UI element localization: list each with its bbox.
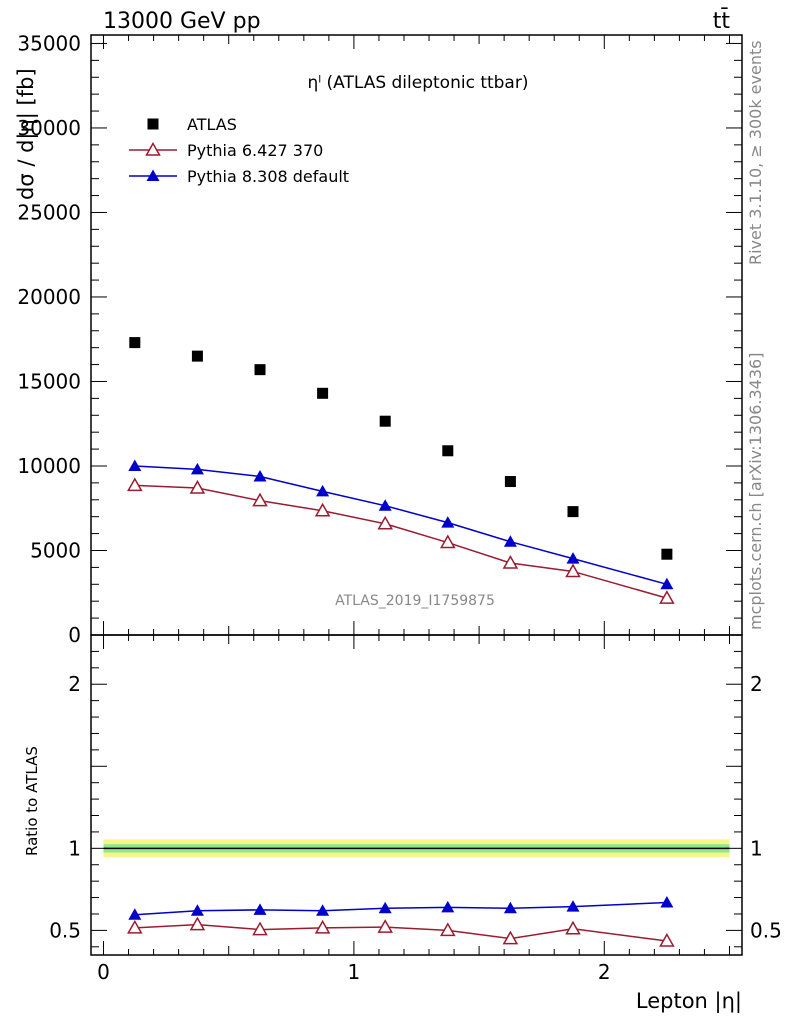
ratio-y-tick-label: 1 (68, 836, 81, 860)
data-point-pythia-8-308-default (316, 484, 330, 497)
data-point-pythia-8-308-default (660, 577, 674, 590)
mcplots-label: mcplots.cern.ch [arXiv:1306.3436] (746, 353, 765, 630)
watermark: ATLAS_2019_I1759875 (335, 593, 495, 609)
ratio-y-tick-label-right: 0.5 (750, 918, 782, 942)
x-axis-label: Lepton |η| (636, 989, 742, 1014)
ratio-point-pythia-6-427-370 (565, 920, 581, 935)
ratio-y-tick-label: 0.5 (49, 918, 81, 942)
legend-marker-pythia-8-308-default (146, 169, 160, 181)
ratio-point-pythia-8-308-default (316, 904, 330, 916)
data-point-atlas (129, 337, 141, 349)
ratio-panel-frame (90, 634, 743, 956)
ratio-y-axis-label: Ratio to ATLAS (23, 746, 41, 856)
ratio-point-pythia-6-427-370 (440, 922, 456, 937)
ratio-point-pythia-8-308-default (128, 908, 142, 920)
data-point-atlas (504, 476, 516, 488)
data-point-atlas (317, 387, 329, 399)
data-point-atlas (661, 548, 673, 560)
rivet-label: Rivet 3.1.10, ≥ 300k events (746, 40, 765, 265)
x-tick-label: 0 (97, 960, 110, 984)
data-point-atlas (567, 506, 579, 518)
ratio-band (103, 839, 730, 858)
ratio-line-pythia-8-308-default (134, 901, 667, 916)
legend-label-pythia-6-427-370: Pythia 6.427 370 (187, 141, 323, 160)
ratio-point-pythia-8-308-default (660, 895, 674, 908)
data-point-pythia-6-427-370 (127, 477, 143, 492)
ratio-point-pythia-6-427-370 (189, 916, 206, 931)
energy-label: 13000 GeV pp (103, 9, 261, 34)
legend: ATLAS Pythia 6.427 370 Pythia 8.308 defaul… (129, 115, 349, 186)
data-point-pythia-6-427-370 (189, 479, 206, 494)
ratio-point-pythia-8-308-default (566, 900, 580, 912)
x-tick-label: 1 (348, 960, 361, 984)
ratio-point-pythia-6-427-370 (377, 919, 393, 933)
ratio-point-pythia-8-308-default (253, 903, 267, 915)
series-line-pythia-6-427-370 (134, 484, 668, 599)
data-point-pythia-6-427-370 (377, 515, 393, 530)
data-point-pythia-8-308-default (503, 535, 517, 547)
data-point-pythia-8-308-default (441, 516, 455, 528)
y-tick-label: 10000 (17, 454, 81, 478)
data-point-pythia-6-427-370 (565, 563, 581, 578)
y-tick-label: 5000 (30, 538, 81, 562)
data-marks (127, 337, 675, 947)
ratio-point-pythia-6-427-370 (502, 930, 519, 945)
y-tick-label: 20000 (17, 285, 81, 309)
data-point-atlas (442, 445, 454, 457)
ratio-y-tick-label-right: 1 (750, 836, 763, 860)
data-point-pythia-6-427-370 (502, 554, 519, 569)
legend-label-atlas: ATLAS (187, 115, 237, 134)
chart-title: ηˡ (ATLAS dileptonic ttbar) (308, 73, 529, 93)
data-point-atlas (379, 415, 391, 427)
ratio-point-pythia-6-427-370 (127, 919, 143, 934)
ratio-point-pythia-8-308-default (190, 904, 204, 916)
data-point-atlas (191, 350, 203, 362)
axes: 0 1 2 0 5000 10000 15000 20000 25000 30000 35000 0.… (17, 31, 781, 984)
ratio-point-pythia-6-427-370 (252, 921, 268, 936)
data-point-pythia-8-308-default (190, 462, 204, 475)
series-line-pythia-8-308-default (134, 465, 668, 586)
y-tick-label: 15000 (17, 369, 81, 393)
y-tick-label: 25000 (17, 200, 81, 224)
y-tick-label: 30000 (17, 116, 81, 140)
legend-marker-pythia-6-427-370 (145, 141, 161, 156)
data-point-pythia-8-308-default (253, 469, 267, 482)
data-point-pythia-8-308-default (128, 459, 142, 471)
data-point-pythia-8-308-default (566, 552, 580, 564)
legend-label-pythia-8-308-default: Pythia 8.308 default (187, 167, 349, 186)
data-point-pythia-8-308-default (378, 499, 392, 511)
legend-marker-atlas (147, 118, 159, 130)
ratio-point-pythia-8-308-default (378, 901, 392, 914)
ratio-y-tick-label-right: 2 (750, 672, 763, 696)
ratio-y-tick-label: 2 (68, 672, 81, 696)
ratio-line-pythia-6-427-370 (134, 923, 667, 942)
data-point-pythia-6-427-370 (440, 534, 456, 549)
ratio-point-pythia-6-427-370 (659, 933, 675, 947)
ratio-point-pythia-8-308-default (503, 901, 517, 914)
data-point-pythia-6-427-370 (314, 502, 331, 517)
process-label: tt̄ (713, 8, 731, 34)
data-point-atlas (254, 364, 266, 376)
y-tick-label: 35000 (17, 31, 81, 55)
x-tick-label: 2 (598, 960, 611, 984)
data-point-pythia-6-427-370 (252, 492, 268, 507)
ratio-point-pythia-6-427-370 (314, 919, 331, 934)
ratio-point-pythia-8-308-default (441, 900, 455, 913)
y-tick-label: 0 (68, 623, 81, 647)
data-point-pythia-6-427-370 (659, 590, 675, 604)
y-axis-label: dσ / d|η| [fb] (14, 68, 39, 200)
